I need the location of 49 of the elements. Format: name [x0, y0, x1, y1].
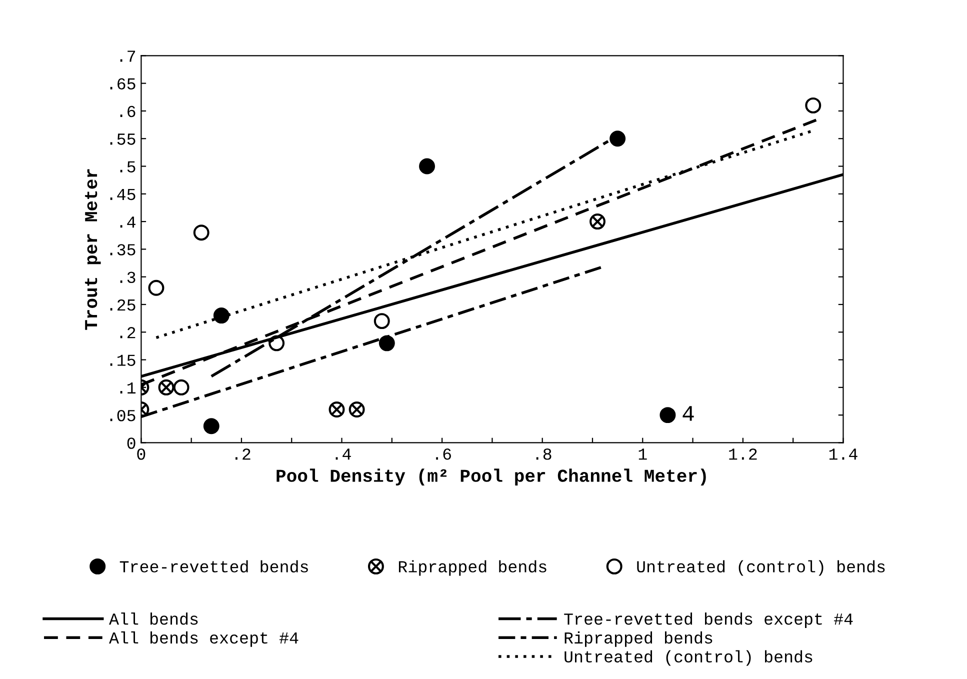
point	[660, 407, 676, 424]
legend-label: Untreated (control) bends	[637, 560, 885, 576]
legend-label: Riprapped bends	[398, 560, 546, 576]
legend-label: All bends	[109, 612, 198, 625]
legend-label: All bends except #4	[109, 631, 298, 647]
y-tick-label: 0	[127, 438, 136, 449]
y-tick-label: .5	[120, 161, 136, 172]
point	[805, 97, 822, 114]
y-tick-label: .2	[120, 327, 136, 338]
point	[193, 224, 210, 241]
x-tick-label: 1.2	[729, 448, 757, 460]
point	[328, 402, 345, 418]
x-tick-label: .8	[536, 448, 552, 460]
y-tick-label: .25	[110, 299, 136, 311]
x-tick-label: .4	[336, 448, 351, 460]
x-tick-label: 0	[137, 448, 146, 460]
point	[610, 130, 626, 147]
y-tick-label: .6	[120, 106, 136, 118]
y-tick-label: .55	[110, 134, 136, 145]
x-tick-label: 1	[638, 448, 647, 460]
y-tick-label: .1	[120, 382, 136, 394]
x-axis-title: Pool Density (m² Pool per Channel Meter)	[276, 468, 706, 486]
x-tick-label: 1.4	[829, 448, 858, 460]
y-tick-label: .35	[110, 244, 136, 256]
x-tick-label: .2	[236, 448, 250, 460]
y-tick-label: .05	[110, 410, 136, 422]
point	[419, 158, 436, 174]
y-tick-label: .65	[110, 78, 136, 90]
annotation: 4	[682, 406, 694, 421]
legend-label: Tree-revetted bends	[120, 560, 308, 572]
point	[173, 379, 190, 396]
legend-label: Tree-revetted bends except #4	[564, 612, 853, 628]
y-tick-label: .15	[110, 354, 136, 366]
legend-label: Riprapped bends	[564, 631, 712, 647]
y-tick-label: .3	[120, 272, 136, 284]
y-tick-label: .45	[110, 188, 136, 200]
point	[348, 402, 365, 418]
y-tick-label: .4	[120, 216, 136, 228]
point	[158, 379, 174, 396]
point	[378, 335, 395, 352]
point	[590, 214, 606, 230]
y-tick-label: .7	[120, 50, 136, 62]
point	[148, 280, 164, 296]
point	[213, 308, 230, 324]
point	[203, 418, 220, 434]
legend-label: Untreated (control) bends	[564, 650, 812, 666]
y-axis-title: Trout per Meter	[84, 169, 101, 330]
x-tick-label: .6	[436, 448, 451, 460]
point	[374, 313, 390, 330]
